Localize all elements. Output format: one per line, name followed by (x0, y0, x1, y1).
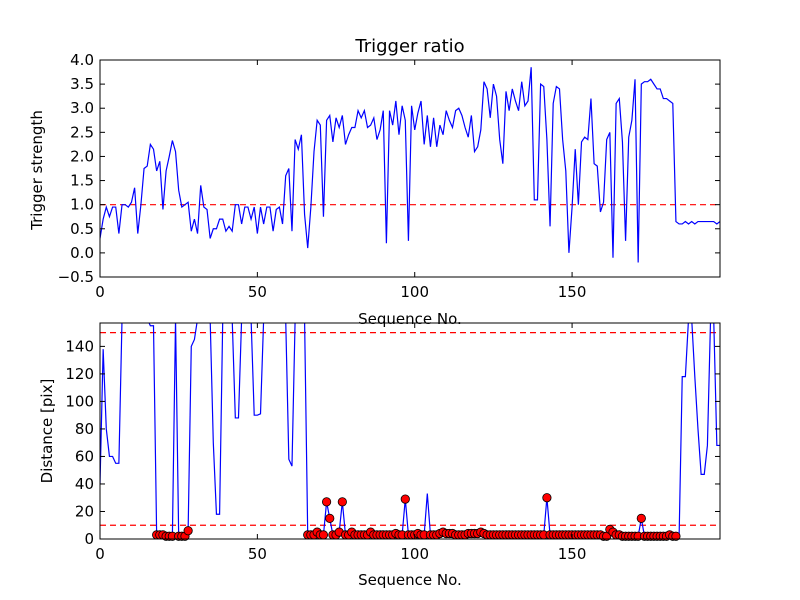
data-point-marker (400, 494, 410, 504)
x-axis-label: Sequence No. (358, 310, 462, 328)
y-tick-label: 40 (75, 475, 94, 493)
y-tick-label: 0.5 (70, 220, 94, 238)
data-point-marker (325, 513, 335, 523)
distance-chart: 0 50 100 150 0 20 40 60 80 100 120 140 Sequence No… (38, 322, 721, 589)
data-point-marker (318, 530, 329, 540)
y-axis-label: Distance [pix] (38, 379, 56, 484)
y-tick-label: 0 (84, 530, 94, 548)
y-axis-ticks: 0 20 40 60 80 100 120 140 (65, 337, 720, 548)
y-tick-label: 3.5 (70, 75, 94, 93)
trigger-ratio-chart: Trigger ratio 0 50 100 150 −0.5 0.0 0.5 1.0 1.5… (28, 36, 721, 328)
x-tick-label: 50 (248, 283, 267, 301)
x-tick-label: 0 (95, 545, 105, 563)
y-tick-label: 120 (65, 365, 94, 383)
y-tick-label: 4.0 (70, 51, 94, 69)
x-axis-ticks: 0 50 100 150 (95, 60, 586, 301)
y-tick-label: 1.5 (70, 172, 94, 190)
y-tick-label: 20 (75, 502, 94, 520)
y-tick-label: 2.0 (70, 147, 94, 165)
threshold-lines-group (100, 332, 720, 526)
data-point-marker (183, 526, 193, 536)
marker-points-group (152, 493, 681, 541)
data-point-marker (671, 531, 681, 541)
x-axis-label: Sequence No. (358, 571, 462, 589)
plot-area-frame (99, 322, 721, 540)
y-axis-ticks: −0.5 0.0 0.5 1.0 1.5 2.0 2.5 3.0 3.5 4.0 (58, 51, 720, 286)
y-axis-label: Trigger strength (28, 110, 46, 231)
y-tick-label: 3.0 (70, 99, 94, 117)
x-tick-label: 100 (400, 545, 429, 563)
y-tick-label: 2.5 (70, 123, 94, 141)
y-tick-label: 100 (65, 392, 94, 410)
x-axis-ticks: 0 50 100 150 (95, 323, 586, 563)
x-tick-label: 100 (400, 283, 429, 301)
y-tick-label: −0.5 (58, 268, 94, 286)
data-point-marker (321, 497, 332, 507)
x-tick-label: 150 (558, 545, 587, 563)
data-point-marker (542, 493, 552, 503)
y-tick-label: 1.0 (70, 196, 94, 214)
trigger-strength-series-line (100, 67, 720, 263)
plot-area-frame (99, 59, 721, 278)
chart-title: Trigger ratio (354, 36, 464, 57)
y-tick-label: 140 (65, 337, 94, 355)
y-tick-label: 60 (75, 447, 94, 465)
data-point-marker (337, 497, 347, 507)
x-tick-label: 50 (248, 545, 267, 563)
y-tick-label: 0.0 (70, 244, 94, 262)
data-point-marker (636, 513, 646, 523)
x-tick-label: 0 (95, 283, 105, 301)
x-tick-label: 150 (558, 283, 587, 301)
y-tick-label: 80 (75, 420, 94, 438)
